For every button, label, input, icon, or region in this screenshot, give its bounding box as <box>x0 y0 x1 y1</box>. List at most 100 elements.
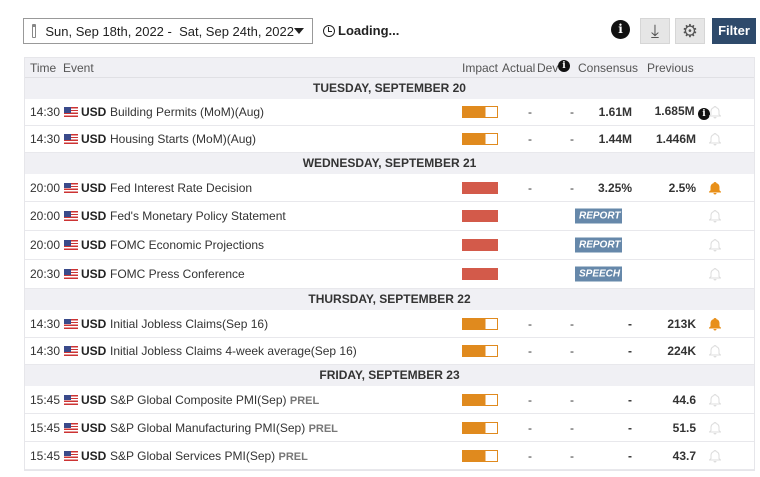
event-row[interactable]: 15:45 USD S&P Global Manufacturing PMI(S… <box>25 414 754 442</box>
currency: USD <box>81 238 107 252</box>
event-name[interactable]: Fed Interest Rate Decision <box>110 181 252 195</box>
previous-text: 1.685M <box>654 104 695 118</box>
consensus-value: - <box>628 392 632 407</box>
event-name[interactable]: FOMC Press Conference <box>110 267 245 281</box>
consensus-value: - <box>628 344 632 358</box>
previous-text: 213K <box>667 316 696 331</box>
currency: USD <box>81 267 107 281</box>
event-row[interactable]: 20:00 USD Fed Interest Rate Decision - -… <box>25 174 754 202</box>
table-header: Time Event Impact Actual Dev i Consensus… <box>25 58 754 78</box>
header-previous: Previous <box>647 61 694 75</box>
event-title: S&P Global Services PMI(Sep) <box>110 448 276 463</box>
day-header: FRIDAY, SEPTEMBER 23 <box>25 365 754 386</box>
dev-value: - <box>570 448 574 463</box>
event-row[interactable]: 15:45 USD S&P Global Services PMI(Sep) P… <box>25 442 754 470</box>
event-time: 14:30 <box>30 132 61 146</box>
economic-calendar-table: Time Event Impact Actual Dev i Consensus… <box>24 57 755 471</box>
impact-medium-bar <box>462 393 498 406</box>
impact-medium-bar <box>462 345 498 357</box>
currency: USD <box>81 180 107 195</box>
bell-icon[interactable] <box>709 421 721 434</box>
day-header: THURSDAY, SEPTEMBER 22 <box>25 289 754 310</box>
prel-tag: PREL <box>278 450 308 463</box>
header-impact: Impact <box>462 61 499 75</box>
previous-value: 51.5 <box>673 421 696 435</box>
impact-high-bar <box>462 268 498 280</box>
event-time: 14:30 <box>30 344 61 358</box>
bell-icon[interactable] <box>709 393 721 406</box>
event-title: FOMC Press Conference <box>110 267 245 281</box>
dev-value: - <box>570 420 574 435</box>
actual-value: - <box>528 132 532 146</box>
event-name[interactable]: Initial Jobless Claims 4-week average(Se… <box>110 344 357 358</box>
event-time: 20:00 <box>30 180 61 195</box>
consensus-value: - <box>628 420 632 435</box>
actual-value: - <box>528 180 532 195</box>
actual-value: - <box>528 448 532 463</box>
consensus-value: 1.61M <box>598 105 632 119</box>
actual-value: - <box>528 392 532 407</box>
currency: USD <box>81 420 107 435</box>
previous-value: 224K <box>667 344 696 358</box>
header-event: Event <box>63 61 94 75</box>
event-title: Initial Jobless Claims 4-week average(Se… <box>110 344 357 358</box>
previous-text: 51.5 <box>672 420 696 435</box>
dev-value: - <box>570 105 574 119</box>
calendar-icon <box>32 24 37 38</box>
event-row[interactable]: 14:30 USD Initial Jobless Claims(Sep 16)… <box>25 310 754 338</box>
event-name[interactable]: Fed's Monetary Policy Statement <box>110 209 286 223</box>
bell-active-icon[interactable] <box>709 181 721 194</box>
bell-icon[interactable] <box>709 267 721 281</box>
event-name[interactable]: S&P Global Manufacturing PMI(Sep) PREL <box>110 421 338 435</box>
event-row[interactable]: 14:30 USD Housing Starts (MoM)(Aug) - - … <box>25 126 754 153</box>
bell-icon[interactable] <box>709 132 721 146</box>
us-flag-icon <box>64 269 78 279</box>
settings-button[interactable]: ⚙ <box>675 18 705 44</box>
day-header: TUESDAY, SEPTEMBER 20 <box>25 78 754 99</box>
event-name[interactable]: Housing Starts (MoM)(Aug) <box>110 132 256 146</box>
us-flag-icon <box>64 211 78 221</box>
event-time: 15:45 <box>30 448 61 463</box>
event-row[interactable]: 15:45 USD S&P Global Composite PMI(Sep) … <box>25 386 754 414</box>
event-type-badge[interactable]: REPORT <box>575 237 622 253</box>
dev-value: - <box>570 392 574 407</box>
event-type-badge[interactable]: REPORT <box>575 208 622 224</box>
event-type-badge[interactable]: SPEECH <box>575 266 622 282</box>
event-name[interactable]: S&P Global Services PMI(Sep) PREL <box>110 449 308 463</box>
event-name[interactable]: FOMC Economic Projections <box>110 238 264 252</box>
event-name[interactable]: S&P Global Composite PMI(Sep) PREL <box>110 393 319 407</box>
bell-icon[interactable] <box>709 105 721 119</box>
previous-text: 44.6 <box>672 392 696 407</box>
caret-down-icon <box>294 28 304 34</box>
event-name[interactable]: Initial Jobless Claims(Sep 16) <box>110 317 268 331</box>
event-row[interactable]: 20:00 USD FOMC Economic Projections REPO… <box>25 231 754 260</box>
date-range-select[interactable]: Sun, Sep 18th, 2022 - Sat, Sep 24th, 202… <box>23 18 313 44</box>
info-icon[interactable]: i <box>611 20 630 39</box>
filter-button[interactable]: Filter <box>712 18 756 44</box>
bell-icon[interactable] <box>709 238 721 252</box>
event-row[interactable]: 20:30 USD FOMC Press Conference SPEECH <box>25 260 754 289</box>
bell-icon[interactable] <box>709 209 721 223</box>
currency: USD <box>81 448 107 463</box>
dev-value: - <box>570 316 574 331</box>
info-icon[interactable]: i <box>558 60 570 72</box>
currency: USD <box>81 344 107 358</box>
event-row[interactable]: 14:30 USD Building Permits (MoM)(Aug) - … <box>25 99 754 126</box>
event-name[interactable]: Building Permits (MoM)(Aug) <box>110 105 264 119</box>
consensus-value: 1.44M <box>598 132 632 146</box>
us-flag-icon <box>64 240 78 250</box>
actual-value: - <box>528 344 532 358</box>
impact-high-bar <box>462 210 498 222</box>
bell-icon[interactable] <box>709 449 721 462</box>
previous-value: 213K <box>667 317 696 331</box>
bell-active-icon[interactable] <box>709 317 721 330</box>
consensus-value: - <box>628 316 632 331</box>
event-row[interactable]: 20:00 USD Fed's Monetary Policy Statemen… <box>25 202 754 231</box>
event-row[interactable]: 14:30 USD Initial Jobless Claims 4-week … <box>25 338 754 365</box>
impact-high-bar <box>462 239 498 251</box>
bell-icon[interactable] <box>709 344 721 358</box>
previous-text: 224K <box>667 344 696 358</box>
download-button[interactable]: ⤓ <box>640 18 670 44</box>
info-icon[interactable]: i <box>698 108 710 120</box>
gear-icon: ⚙ <box>681 20 699 41</box>
